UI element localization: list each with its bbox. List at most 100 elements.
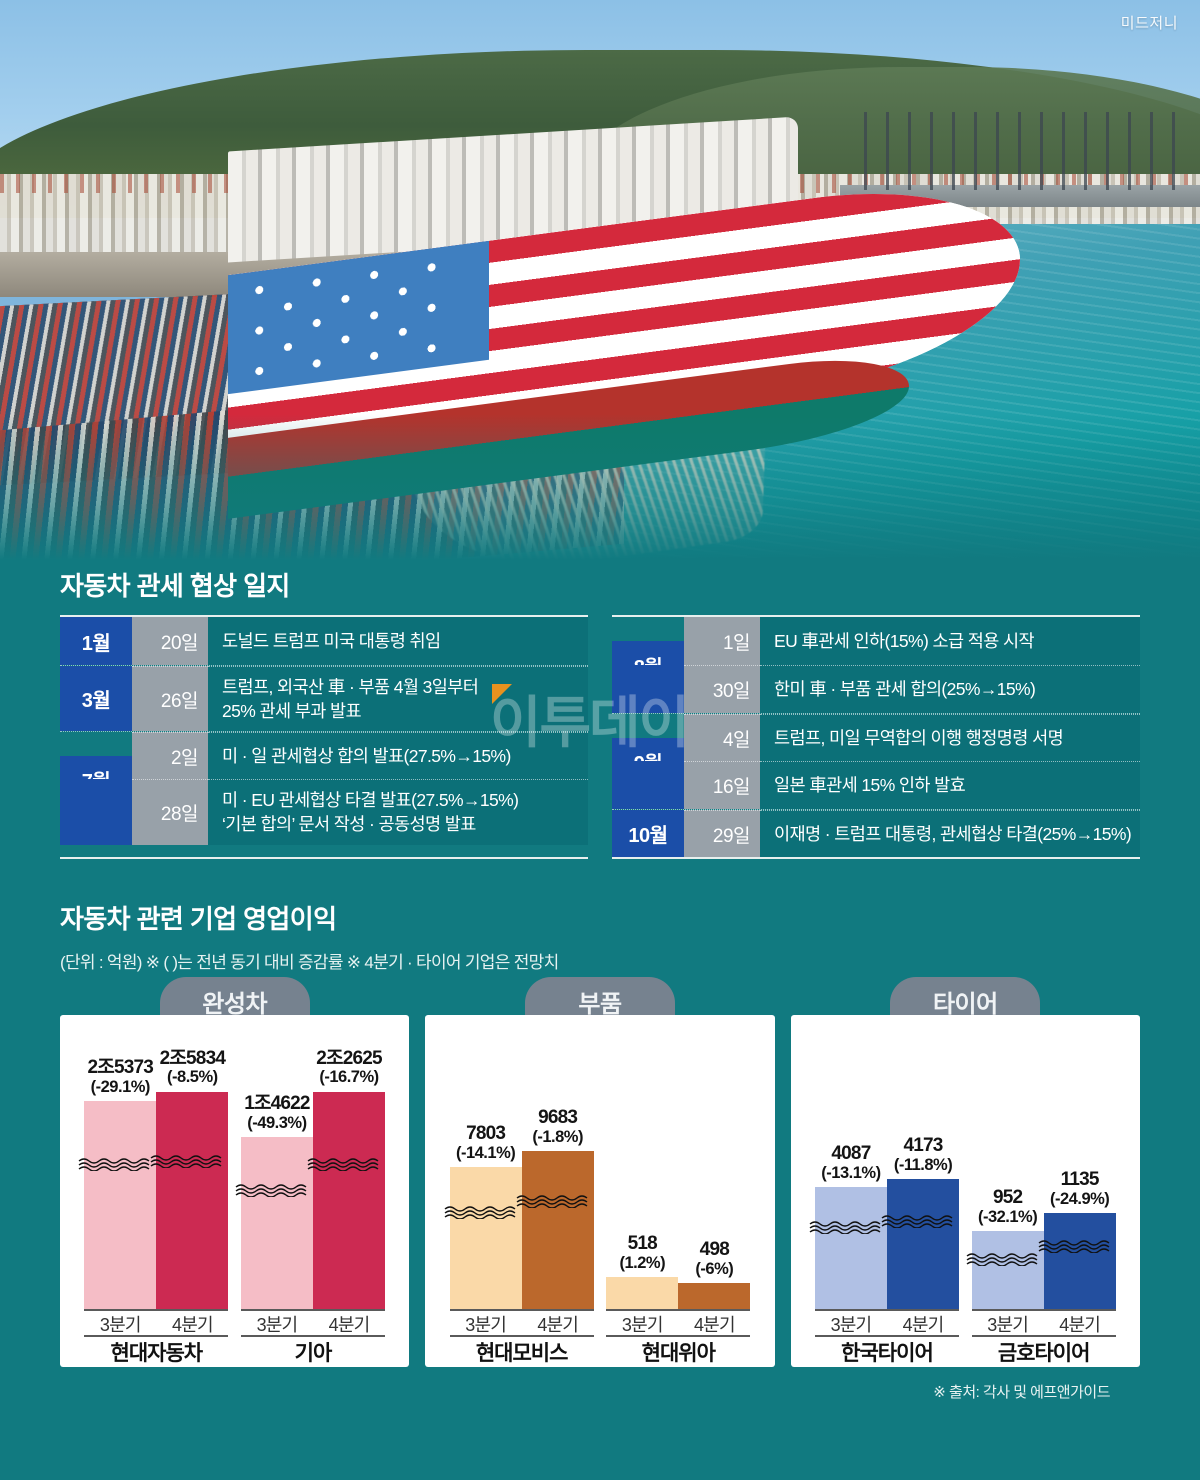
timeline-tables: 1월 20일 도널드 트럼프 미국 대통령 취임 3월 26일 트럼프, 외국산… — [60, 615, 1140, 859]
bar-container: 1조4622 (-49.3%) 2조2625 (-16.7%) — [235, 1048, 386, 1309]
axis-break-squiggle-icon — [809, 1220, 893, 1235]
charts-subtitle: (단위 : 억원) ※ ( )는 전년 동기 대비 증감률 ※ 4분기 · 타이… — [60, 953, 559, 972]
timeline-table-left: 1월 20일 도널드 트럼프 미국 대통령 취임 3월 26일 트럼프, 외국산… — [60, 615, 588, 859]
quarter-tick-label: 3분기 — [465, 1315, 507, 1335]
quarter-axis: 3분기 4분기 — [84, 1309, 229, 1337]
bar-value: 1135 — [1060, 1169, 1100, 1191]
quarter-tick-label: 3분기 — [830, 1315, 873, 1335]
timeline-event: 도널드 트럼프 미국 대통령 취임 — [208, 617, 588, 665]
bar-rect — [235, 1137, 313, 1309]
timeline-month — [60, 779, 132, 845]
table-row: 8월 1일 EU 車관세 인하(15%) 소급 적용 시작 — [612, 617, 1140, 689]
timeline-day: 20일 — [132, 617, 208, 665]
bar-rect — [307, 1091, 386, 1309]
chart-panel: 부품 7803 (-14.1%) 9683 (-1.8%) 3분기 4분기 현대모비스 51… — [425, 977, 775, 1367]
panel-plot-area: 7803 (-14.1%) 9683 (-1.8%) 3분기 4분기 현대모비스 518(… — [425, 1015, 775, 1367]
bar-container: 952 (-32.1%) 1135 (-24.9%) — [966, 1049, 1116, 1309]
bar-rect — [966, 1231, 1044, 1309]
bar-rect — [606, 1277, 679, 1309]
bar-column: 2조5834 (-8.5%) — [150, 1048, 229, 1309]
quarter-tick-label: 3분기 — [99, 1315, 142, 1335]
timeline-table-right: 8월 1일 EU 車관세 인하(15%) 소급 적용 시작 30일 한미 車 ·… — [612, 615, 1140, 859]
quarter-tick-label: 3분기 — [987, 1315, 1029, 1335]
timeline-day: 2일 — [132, 732, 208, 780]
timeline-day: 30일 — [684, 665, 760, 713]
bar-value: 498 — [699, 1239, 730, 1261]
hero-gradient-fade — [0, 414, 1200, 560]
company-name-label: 기아 — [294, 1342, 333, 1365]
table-row: 28일 미 · EU 관세협상 타결 발표(27.5%→15%) ‘기본 합의’… — [60, 779, 588, 845]
bar-data-label: 1조4622 (-49.3%) — [244, 1094, 310, 1132]
watermark-corner-icon — [492, 684, 512, 704]
timeline-event: 트럼프, 미일 무역합의 이행 행정명령 서명 — [760, 714, 1140, 761]
panel-plot-area: 4087 (-13.1%) 4173 (-11.8%) 3분기 4분기 한국타이어 952… — [790, 1015, 1140, 1367]
timeline-month: 10월 — [612, 810, 684, 857]
bar-value: 1조4622 — [244, 1093, 310, 1115]
quarter-tick-label: 4분기 — [171, 1315, 214, 1335]
axis-break-squiggle-icon — [307, 1157, 391, 1172]
timeline-day: 16일 — [684, 761, 760, 809]
quarter-tick-label: 4분기 — [1059, 1315, 1101, 1335]
timeline-month: 3월 — [60, 666, 132, 732]
timeline-day: 29일 — [684, 810, 760, 857]
company-group: 952 (-32.1%) 1135 (-24.9%) 3분기 4분기 금호타이어 — [966, 1015, 1116, 1367]
bar-container: 518 (1.2%) 498 (-6%) — [606, 1049, 751, 1309]
axis-break-squiggle-icon — [1038, 1239, 1122, 1254]
quarter-axis: 3분기 4분기 — [814, 1309, 960, 1337]
company-group: 7803 (-14.1%) 9683 (-1.8%) 3분기 4분기 현대모비스 — [444, 1015, 594, 1367]
chart-panel: 타이어 4087 (-13.1%) 4173 (-11.8%) 3분기 4분기 한국타이어… — [790, 977, 1140, 1367]
company-group: 4087 (-13.1%) 4173 (-11.8%) 3분기 4분기 한국타이어 — [809, 1015, 960, 1367]
bar-column: 2조2625 (-16.7%) — [307, 1048, 386, 1309]
timeline-event: 한미 車 · 부품 관세 합의(25%→15%) — [760, 665, 1140, 713]
bar-percent-change: (-16.7%) — [319, 1068, 379, 1087]
quarter-tick-label: 3분기 — [621, 1315, 664, 1335]
timeline-title: 자동차 관세 협상 일지 — [60, 571, 290, 601]
bar-percent-change: (-8.5%) — [167, 1068, 218, 1087]
bar-data-label: 498 (-6%) — [695, 1240, 733, 1278]
bar-rect — [78, 1101, 157, 1309]
bar-data-label: 9683 (-1.8%) — [532, 1108, 583, 1146]
bar-column: 4173 (-11.8%) — [881, 1049, 960, 1309]
bar-percent-change: (-11.8%) — [893, 1155, 953, 1174]
bar-container: 7803 (-14.1%) 9683 (-1.8%) — [444, 1049, 594, 1309]
bar-percent-change: (-32.1%) — [977, 1207, 1038, 1226]
bar-rect — [881, 1179, 960, 1309]
bar-data-label: 952 (-32.1%) — [977, 1188, 1038, 1226]
timeline-section: 자동차 관세 협상 일지 1월 20일 도널드 트럼프 미국 대통령 취임 3월… — [0, 566, 1200, 859]
timeline-day: 26일 — [132, 666, 208, 732]
company-group: 2조5373 (-29.1%) 2조5834 (-8.5%) 3분기 4분기 현대자동차 — [78, 1015, 229, 1367]
bar-value: 2조2625 — [316, 1048, 382, 1069]
company-name-label: 한국타이어 — [841, 1342, 934, 1365]
chart-panel: 완성차 2조5373 (-29.1%) 2조5834 (-8.5%) 3분기 4분기 현대… — [60, 977, 410, 1367]
bar-column: 518 (1.2%) — [606, 1049, 679, 1309]
bar-percent-change: (-13.1%) — [821, 1163, 881, 1182]
bar-column: 1조4622 (-49.3%) — [235, 1049, 313, 1309]
bar-rect — [444, 1167, 522, 1309]
quarter-tick-label: 3분기 — [256, 1315, 299, 1335]
bar-percent-change: (-24.9%) — [1050, 1189, 1110, 1208]
bar-percent-change: (-6%) — [695, 1259, 734, 1278]
timeline-month — [612, 761, 684, 809]
bar-data-label: 2조5834 (-8.5%) — [159, 1048, 226, 1087]
timeline-event: EU 車관세 인하(15%) 소급 적용 시작 — [760, 617, 1140, 665]
chart-panels: 완성차 2조5373 (-29.1%) 2조5834 (-8.5%) 3분기 4분기 현대… — [60, 977, 1140, 1367]
bar-value: 9683 — [538, 1107, 578, 1129]
company-group: 518 (1.2%) 498 (-6%) 3분기 4분기 현대위아 — [606, 1015, 751, 1367]
timeline-month — [612, 665, 684, 713]
axis-break-squiggle-icon — [881, 1214, 965, 1229]
charts-section: 자동차 관련 기업 영업이익 (단위 : 억원) ※ ( )는 전년 동기 대비… — [0, 899, 1200, 1402]
bar-data-label: 2조5373 (-29.1%) — [88, 1058, 154, 1096]
axis-break-squiggle-icon — [78, 1157, 162, 1172]
charts-title: 자동차 관련 기업 영업이익 — [60, 904, 337, 934]
timeline-day: 4일 — [684, 714, 760, 761]
bar-value: 2조5834 — [159, 1048, 226, 1069]
quarter-tick-label: 4분기 — [693, 1315, 736, 1335]
table-row: 16일 일본 車관세 15% 인하 발효 — [612, 761, 1140, 809]
port-cranes — [864, 112, 1176, 191]
timeline-day: 1일 — [684, 617, 760, 665]
timeline-event: 미 · 일 관세협상 합의 발표(27.5%→15%) — [208, 732, 588, 780]
quarter-axis: 3분기 4분기 — [449, 1309, 594, 1337]
axis-break-squiggle-icon — [444, 1205, 528, 1220]
quarter-tick-label: 4분기 — [902, 1315, 945, 1335]
table-row: 3월 26일 트럼프, 외국산 車 · 부품 4월 3일부터 25% 관세 부과… — [60, 665, 588, 732]
